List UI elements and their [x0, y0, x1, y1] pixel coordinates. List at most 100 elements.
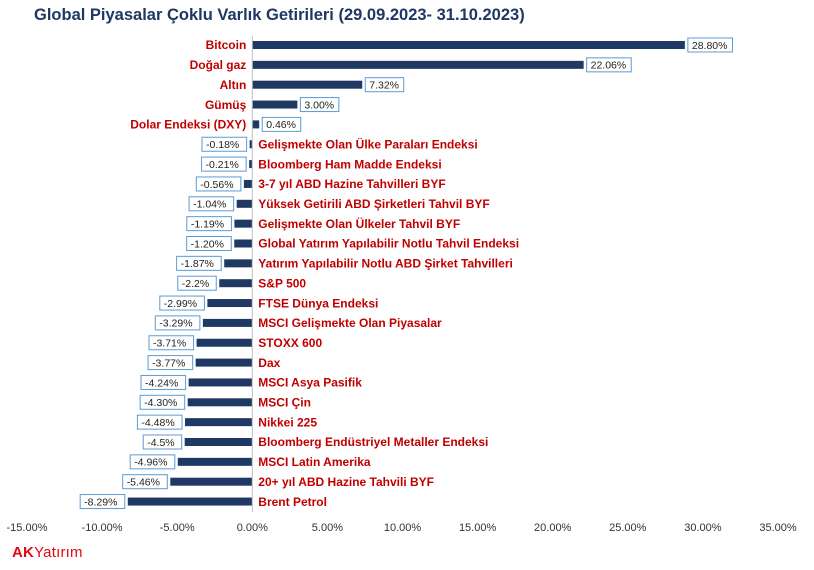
bar: [170, 477, 253, 486]
data-label-box: [148, 335, 195, 351]
data-label: 22.06%: [591, 60, 627, 72]
data-label: -1.20%: [191, 238, 224, 250]
bar: [252, 60, 584, 69]
category-label: Dolar Endeksi (DXY): [130, 118, 246, 132]
x-tick-label: 10.00%: [384, 522, 422, 534]
data-label-box: [687, 37, 733, 53]
category-label: Doğal gaz: [190, 58, 247, 72]
chart-title: Global Piyasalar Çoklu Varlık Getirileri…: [34, 6, 525, 24]
bar: [234, 219, 253, 228]
data-label-box: [147, 355, 194, 371]
bar: [224, 259, 253, 268]
data-label: -5.46%: [127, 477, 160, 489]
data-label: -0.18%: [206, 139, 239, 151]
data-label: -2.2%: [182, 278, 209, 290]
data-label: -2.99%: [164, 298, 197, 310]
bar: [196, 338, 253, 347]
bar: [202, 318, 253, 327]
data-label: -4.5%: [147, 437, 174, 449]
bar: [243, 179, 253, 188]
data-label-box: [176, 255, 222, 271]
data-label: -3.77%: [152, 357, 185, 369]
category-label: Brent Petrol: [258, 495, 327, 509]
category-label: Gelişmekte Olan Ülkeler Tahvil BYF: [258, 216, 460, 231]
data-label: 28.80%: [692, 40, 728, 52]
category-label: MSCI Çin: [258, 396, 311, 410]
data-label-box: [364, 77, 405, 93]
data-label: -8.29%: [84, 496, 117, 508]
category-label: FTSE Dünya Endeksi: [258, 296, 378, 310]
x-tick-label: 35.00%: [759, 522, 797, 534]
brand-name: Yatırım: [34, 544, 83, 561]
category-label: Dax: [258, 356, 280, 370]
category-label: MSCI Gelişmekte Olan Piyasalar: [258, 316, 442, 330]
data-label: 3.00%: [304, 99, 334, 111]
data-label: -4.48%: [141, 417, 174, 429]
x-tick-label: 0.00%: [237, 522, 268, 534]
category-label: Nikkei 225: [258, 415, 317, 429]
axis-layer: -15.00% -10.00% -5.00% 0.00% 5.00% 10.00% 15.0…: [7, 36, 797, 534]
x-tick-label: 5.00%: [312, 522, 343, 534]
x-tick-label: -15.00%: [7, 522, 48, 534]
bar: [188, 378, 253, 387]
data-label-box: [140, 374, 187, 390]
bar: [184, 438, 253, 446]
bar: [127, 497, 253, 506]
bar: [207, 299, 253, 308]
data-label-box: [79, 494, 126, 510]
category-label: Gelişmekte Olan Ülke Paraları Endeksi: [258, 136, 477, 151]
bar: [252, 80, 363, 89]
data-label-box: [122, 474, 168, 490]
category-label: Altın: [220, 78, 247, 92]
bar: [185, 418, 253, 427]
data-label: -4.30%: [144, 397, 177, 409]
data-label-box: [186, 216, 232, 232]
bar: [252, 120, 260, 129]
bar: [187, 398, 253, 407]
data-label: -4.24%: [145, 377, 178, 389]
data-label-box: [129, 454, 176, 470]
bar: [195, 358, 253, 367]
data-label-box: [142, 434, 183, 450]
data-label: 0.46%: [266, 119, 296, 131]
data-label: -1.04%: [193, 199, 226, 211]
data-label-box: [136, 414, 183, 430]
bar: [249, 140, 253, 149]
data-label-box: [154, 315, 201, 331]
data-label: -0.56%: [200, 179, 233, 191]
x-tick-label: 30.00%: [684, 522, 722, 534]
category-label: STOXX 600: [258, 336, 322, 350]
bar: [177, 457, 253, 466]
data-label-box: [586, 57, 632, 73]
data-label-box: [186, 236, 232, 251]
bar: [219, 279, 253, 288]
data-label-box: [201, 136, 248, 152]
category-label: 20+ yıl ABD Hazine Tahvili BYF: [258, 475, 434, 489]
bar: [234, 239, 253, 248]
data-label-box: [139, 394, 186, 410]
data-label-box: [159, 295, 205, 311]
data-label: -1.19%: [191, 218, 224, 230]
category-label: MSCI Latin Amerika: [258, 455, 371, 469]
bar: [252, 41, 685, 49]
category-label: 3-7 yıl ABD Hazine Tahvilleri BYF: [258, 177, 445, 191]
bars-layer: 28.80% Bitcoin 22.06% Doğal gaz 7.32% Altın 3.…: [79, 37, 733, 510]
data-label-box: [188, 196, 235, 212]
data-label-box: [195, 176, 242, 192]
brand-logo: AKYatırım: [12, 544, 83, 561]
category-label: Yüksek Getirili ABD Şirketleri Tahvil BY…: [258, 197, 489, 211]
x-tick-label: -5.00%: [160, 522, 195, 534]
data-label-box: [177, 275, 217, 291]
data-label-box: [201, 156, 247, 172]
bar: [249, 160, 253, 169]
category-label: Yatırım Yapılabilir Notlu ABD Şirket Tah…: [258, 257, 513, 271]
data-label-box: [261, 116, 302, 132]
data-label: -3.71%: [153, 338, 186, 350]
category-label: MSCI Asya Pasifik: [258, 376, 362, 390]
bar: [236, 199, 253, 208]
brand-ak: AK: [12, 544, 35, 561]
category-label: Bloomberg Ham Madde Endeksi: [258, 157, 441, 171]
bar: [252, 100, 298, 109]
x-tick-label: -10.00%: [82, 522, 123, 534]
